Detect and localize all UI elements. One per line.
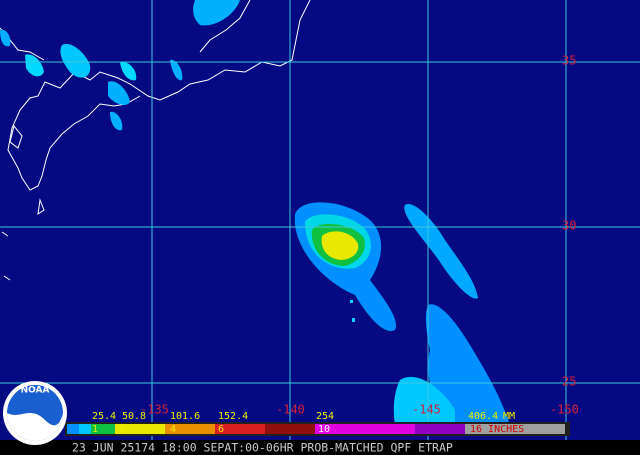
mm-label: 101.6 xyxy=(170,411,200,422)
lon-label: -150 xyxy=(550,403,579,417)
logo: NOAA xyxy=(3,381,67,445)
inch-label: 6 xyxy=(218,424,224,435)
inch-label: 2 xyxy=(118,424,124,435)
mm-label: 25.4 xyxy=(92,411,116,422)
lat-label: 30 xyxy=(562,219,576,233)
footer: 23 JUN 25174 18:00 SEPAT:00-06HR PROB-MA… xyxy=(72,441,453,455)
mm-label: 50.8 xyxy=(122,411,146,422)
mm-label: 406.4 xyxy=(468,411,498,422)
inch-label: 4 xyxy=(170,424,176,435)
mm-label: MM xyxy=(503,411,515,422)
inch-label: 1 xyxy=(92,424,98,435)
mm-label: 152.4 xyxy=(218,411,248,422)
lon-label: -145 xyxy=(412,403,441,417)
mm-label: 254 xyxy=(316,411,334,422)
lon-label: -140 xyxy=(276,403,305,417)
lat-label: 35 xyxy=(562,54,576,68)
lon-label: -135 xyxy=(140,403,169,417)
logo-text: NOAA xyxy=(21,386,50,396)
colorbar xyxy=(65,422,570,436)
inch-label: 16 INCHES xyxy=(470,424,524,435)
graticule xyxy=(0,0,640,440)
lat-label: 25 xyxy=(562,375,576,389)
inch-label: 10 xyxy=(318,424,330,435)
precipitation xyxy=(0,0,510,425)
